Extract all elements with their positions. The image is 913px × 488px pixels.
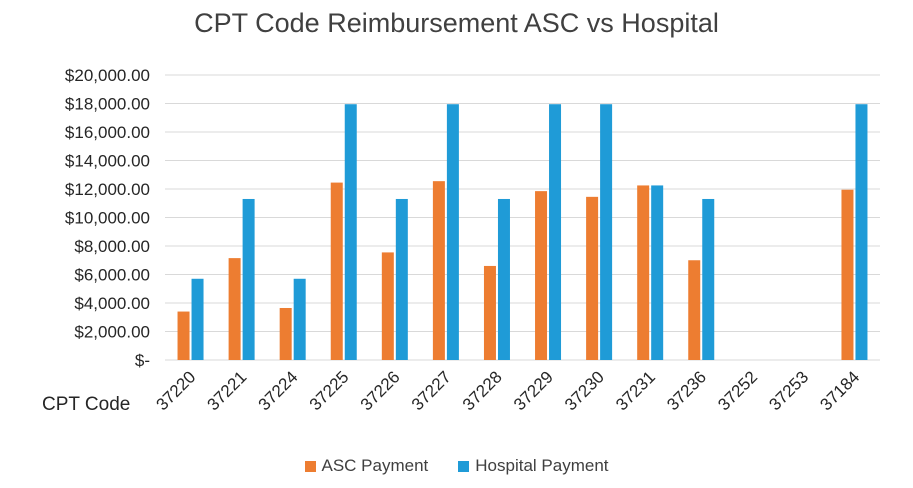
y-tick-label: $18,000.00 xyxy=(65,95,150,114)
x-tick-label: 37236 xyxy=(663,367,710,414)
y-tick-label: $8,000.00 xyxy=(74,237,150,256)
bar-hospital-payment xyxy=(395,198,408,360)
bar-hospital-payment xyxy=(191,278,204,360)
bar-asc-payment xyxy=(177,311,190,360)
x-tick-label: 37224 xyxy=(255,367,302,414)
x-axis-title: CPT Code xyxy=(42,394,131,415)
bar-asc-payment xyxy=(483,265,496,360)
y-tick-label: $- xyxy=(135,351,150,370)
y-tick-label: $4,000.00 xyxy=(74,294,150,313)
legend: ASC Payment Hospital Payment xyxy=(0,456,913,476)
x-tick-label: 37228 xyxy=(459,367,506,414)
legend-swatch-hospital xyxy=(458,460,470,472)
bar-asc-payment xyxy=(330,182,343,360)
y-tick-label: $2,000.00 xyxy=(74,323,150,342)
bar-hospital-payment xyxy=(549,104,562,361)
bar-hospital-payment xyxy=(651,185,664,360)
legend-item-asc-payment: ASC Payment xyxy=(304,456,429,476)
x-tick-label: 37230 xyxy=(561,367,608,414)
legend-item-hospital-payment: Hospital Payment xyxy=(458,456,609,476)
y-tick-label: $6,000.00 xyxy=(74,266,150,285)
legend-label-hospital: Hospital Payment xyxy=(475,456,609,475)
x-tick-label: 37231 xyxy=(612,367,659,414)
x-tick-label: 37229 xyxy=(510,367,557,414)
x-tick-label: 37253 xyxy=(765,367,812,414)
bar-asc-payment xyxy=(381,252,394,360)
bar-hospital-payment xyxy=(497,198,510,360)
bar-asc-payment xyxy=(432,181,445,360)
bar-hospital-payment xyxy=(293,278,306,360)
x-tick-label: 37252 xyxy=(714,367,761,414)
x-tick-label: 37184 xyxy=(816,367,863,414)
x-tick-label: 37221 xyxy=(204,367,251,414)
bar-asc-payment xyxy=(586,196,599,360)
bar-hospital-payment xyxy=(600,104,613,361)
bar-hospital-payment xyxy=(242,198,255,360)
bar-asc-payment xyxy=(841,189,854,360)
bar-asc-payment xyxy=(637,185,650,360)
legend-label-asc: ASC Payment xyxy=(321,456,429,475)
bar-hospital-payment xyxy=(446,104,459,361)
bar-asc-payment xyxy=(228,258,241,360)
x-tick-label: 37226 xyxy=(357,367,404,414)
x-tick-label: 37220 xyxy=(152,367,199,414)
chart-title: CPT Code Reimbursement ASC vs Hospital xyxy=(194,8,719,38)
x-tick-label: 37227 xyxy=(408,367,455,414)
y-tick-label: $20,000.00 xyxy=(65,66,150,85)
y-tick-label: $16,000.00 xyxy=(65,123,150,142)
bar-hospital-payment xyxy=(344,104,357,361)
bar-asc-payment xyxy=(279,307,292,360)
y-tick-label: $10,000.00 xyxy=(65,209,150,228)
bar-hospital-payment xyxy=(855,104,868,361)
y-tick-label: $12,000.00 xyxy=(65,180,150,199)
legend-swatch-asc xyxy=(304,460,316,472)
y-tick-label: $14,000.00 xyxy=(65,152,150,171)
bar-asc-payment xyxy=(535,191,548,360)
bar-asc-payment xyxy=(688,260,701,360)
x-tick-label: 37225 xyxy=(306,367,353,414)
bar-hospital-payment xyxy=(702,198,715,360)
